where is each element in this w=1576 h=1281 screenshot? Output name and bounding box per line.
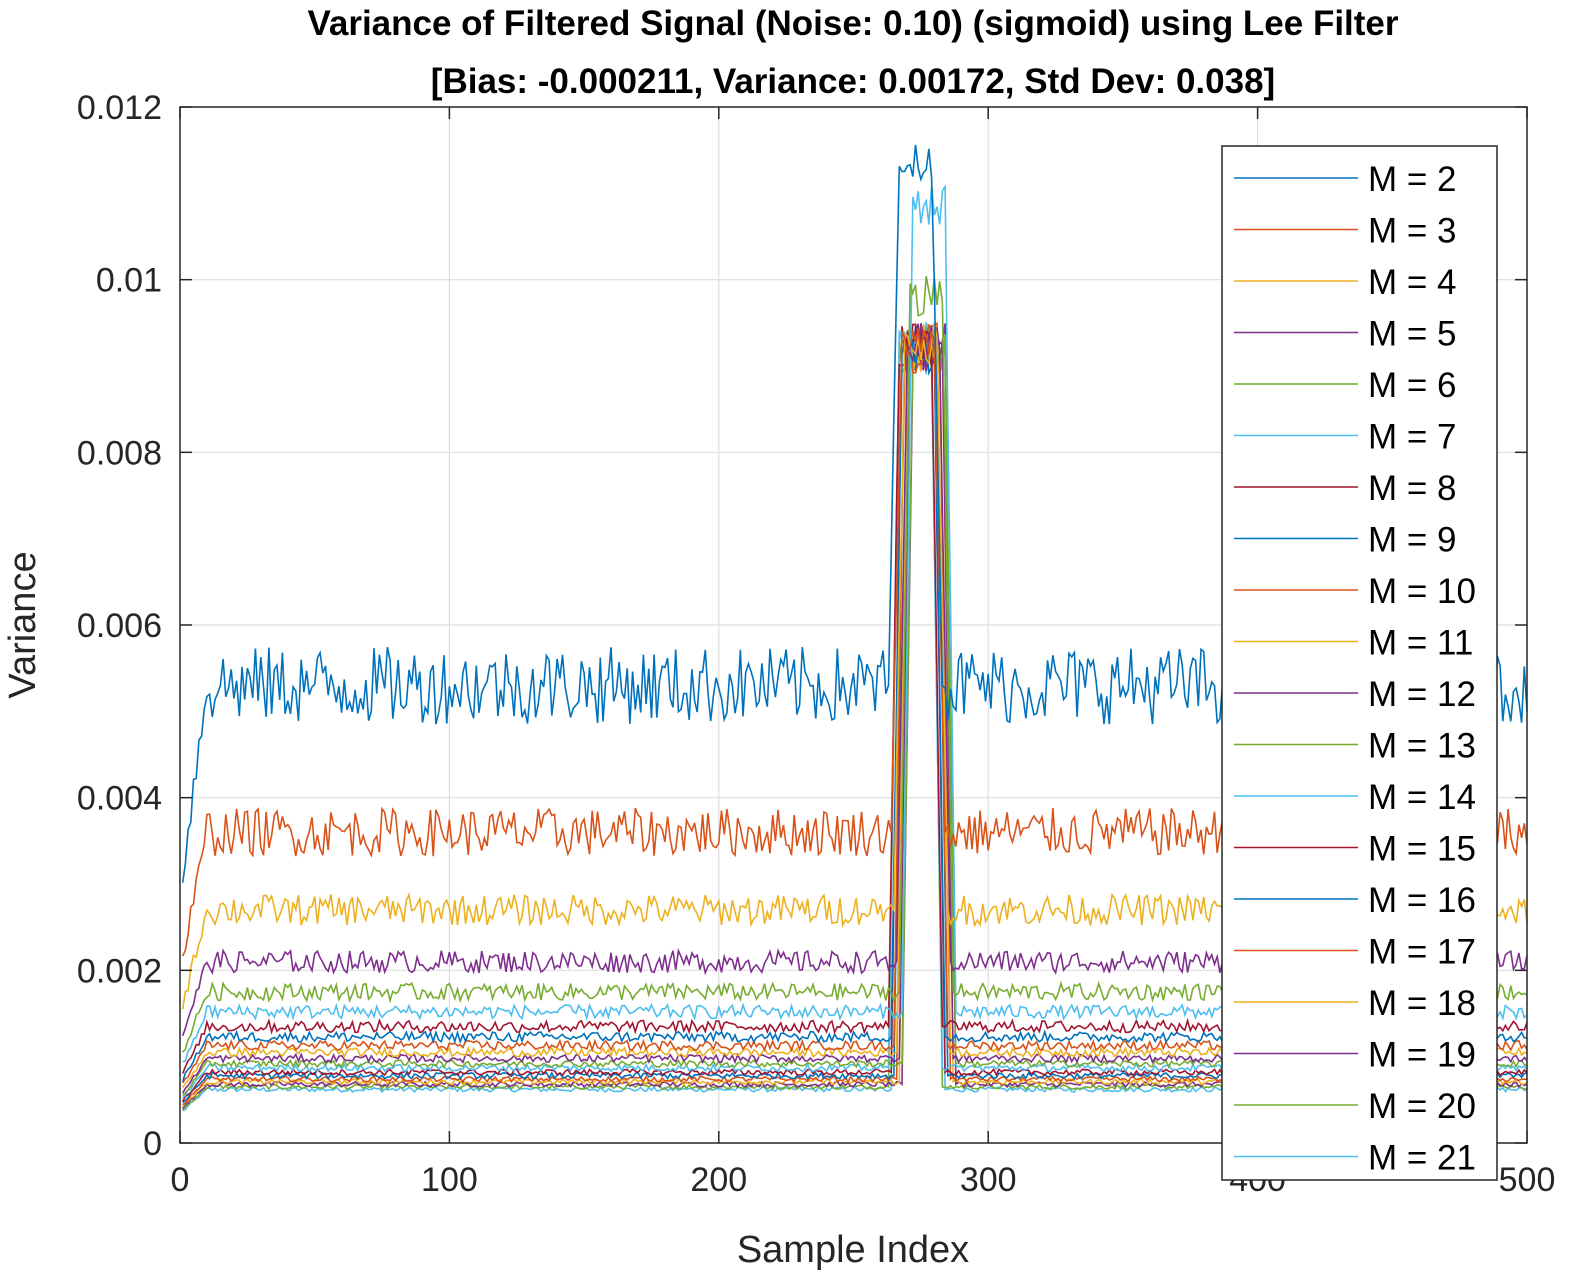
y-tick-label: 0.006 [77,607,162,645]
y-tick-label: 0 [143,1125,162,1163]
legend-label: M = 8 [1368,469,1457,508]
legend-label: M = 10 [1368,572,1476,611]
legend-label: M = 21 [1368,1139,1476,1178]
legend-label: M = 20 [1368,1087,1476,1126]
y-axis-label: Variance [2,551,44,698]
legend: M = 2 M = 3 M = 4 M = 5 M = 6 M = 7 M = 8 M = 9… [1221,145,1498,1181]
legend-label: M = 9 [1368,521,1457,560]
y-tick-label: 0.012 [77,89,162,127]
y-tick-label: 0.004 [77,780,162,818]
legend-label: M = 2 [1368,160,1457,199]
y-tick-label: 0.01 [96,262,162,300]
legend-label: M = 7 [1368,418,1457,457]
axis-ticks: 010020030040050000.0020.0040.0060.0080.0… [77,89,1555,1199]
legend-label: M = 11 [1368,624,1473,663]
x-axis-label: Sample Index [737,1229,969,1271]
x-tick-label: 0 [171,1161,190,1199]
legend-label: M = 6 [1368,366,1457,405]
chart-title: Variance of Filtered Signal (Noise: 0.10… [307,4,1398,43]
legend-label: M = 14 [1368,778,1476,817]
legend-label: M = 12 [1368,675,1476,714]
x-tick-label: 200 [690,1161,747,1199]
y-tick-label: 0.008 [77,434,162,472]
x-tick-label: 300 [960,1161,1017,1199]
legend-label: M = 5 [1368,315,1457,354]
legend-label: M = 3 [1368,212,1457,251]
y-tick-label: 0.002 [77,952,162,990]
chart-subtitle: [Bias: -0.000211, Variance: 0.00172, Std… [431,62,1275,101]
x-tick-label: 500 [1499,1161,1556,1199]
legend-label: M = 18 [1368,984,1476,1023]
legend-label: M = 13 [1368,727,1476,766]
legend-label: M = 15 [1368,830,1476,869]
legend-label: M = 17 [1368,933,1476,972]
legend-label: M = 16 [1368,881,1476,920]
legend-box [1221,145,1498,1181]
legend-label: M = 4 [1368,263,1457,302]
x-tick-label: 100 [421,1161,478,1199]
legend-label: M = 19 [1368,1036,1476,1075]
